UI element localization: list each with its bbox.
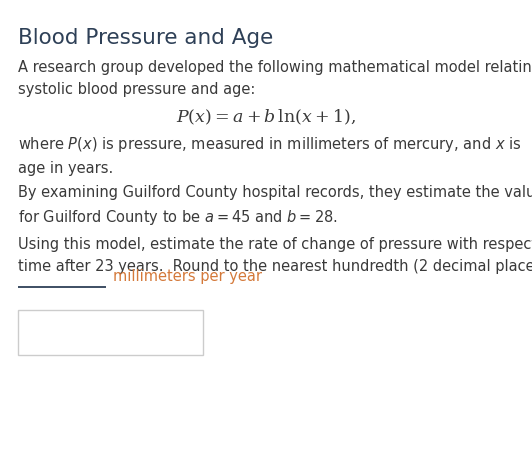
FancyBboxPatch shape [18,310,203,355]
Text: Blood Pressure and Age: Blood Pressure and Age [18,28,273,48]
Text: where $P(x)$ is pressure, measured in millimeters of mercury, and $x$ is
age in : where $P(x)$ is pressure, measured in mi… [18,135,521,176]
Text: Using this model, estimate the rate of change of pressure with respect to
time a: Using this model, estimate the rate of c… [18,237,532,274]
Text: millimeters per year: millimeters per year [113,269,262,284]
Text: A research group developed the following mathematical model relating
systolic bl: A research group developed the following… [18,60,532,97]
Text: By examining Guilford County hospital records, they estimate the values
for Guil: By examining Guilford County hospital re… [18,185,532,227]
Text: $P(x) = a + b\,\ln(x + 1),$: $P(x) = a + b\,\ln(x + 1),$ [176,108,356,127]
